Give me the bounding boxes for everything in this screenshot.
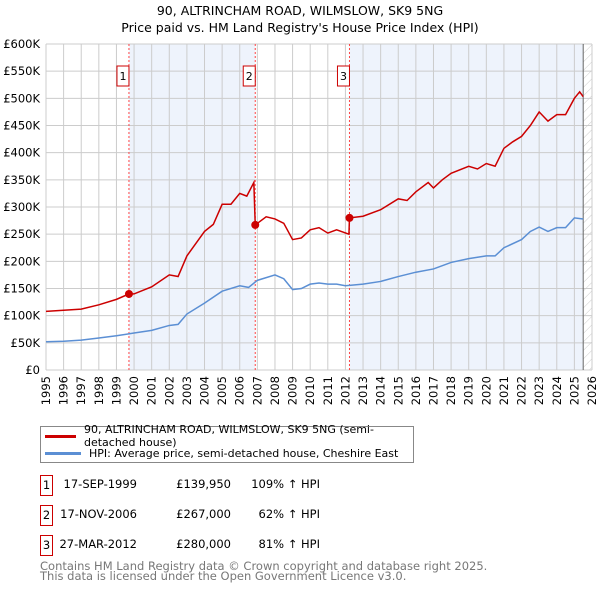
legend-item-hpi: HPI: Average price, semi-detached house,… — [45, 445, 398, 461]
sale-price: £267,000 — [176, 507, 231, 521]
y-tick-label: £350K — [3, 173, 40, 187]
sale-number: 3 — [40, 535, 53, 556]
sale-number: 1 — [40, 475, 53, 496]
x-tick-label: 2013 — [356, 376, 370, 405]
legend-swatch-blue — [45, 451, 81, 455]
chart-title: 90, ALTRINCHAM ROAD, WILMSLOW, SK9 5NG — [156, 3, 444, 18]
sale-date: 17-SEP-1999 — [63, 477, 137, 491]
sale-hpi-change: 81% ↑ HPI — [258, 537, 320, 551]
x-tick-label: 2016 — [409, 376, 423, 405]
x-tick-label: 2009 — [286, 376, 300, 405]
sale-number: 2 — [40, 505, 53, 526]
y-tick-label: £500K — [3, 91, 40, 105]
sale-price: £280,000 — [176, 537, 231, 551]
y-tick-label: £150K — [3, 282, 40, 296]
x-tick-label: 2014 — [374, 376, 388, 405]
sale-hpi-change: 109% ↑ HPI — [251, 477, 320, 491]
x-tick-label: 1998 — [92, 376, 106, 405]
x-tick-label: 2020 — [479, 376, 493, 405]
legend: 90, ALTRINCHAM ROAD, WILMSLOW, SK9 5NG (… — [40, 423, 414, 463]
x-tick-label: 2017 — [426, 376, 440, 405]
x-tick-label: 2007 — [250, 376, 264, 405]
x-tick-label: 2011 — [321, 376, 335, 405]
legend-label: 90, ALTRINCHAM ROAD, WILMSLOW, SK9 5NG (… — [83, 423, 374, 449]
x-tick-label: 2010 — [303, 376, 317, 405]
x-tick-label: 1999 — [109, 376, 123, 405]
hpi-line — [45, 217, 584, 343]
x-tick-label: 2006 — [233, 376, 247, 405]
x-tick-label: 2002 — [162, 376, 176, 405]
x-tick-label: 2025 — [567, 376, 581, 405]
sale-marker-number: 1 — [119, 70, 126, 83]
sale-point — [251, 220, 260, 229]
x-tick-label: 2015 — [391, 376, 405, 405]
x-tick-label: 1997 — [74, 376, 88, 405]
x-tick-label: 2024 — [550, 376, 564, 405]
x-tick-label: 1995 — [39, 376, 53, 405]
legend-swatch-red — [45, 434, 76, 438]
y-tick-label: £200K — [3, 254, 40, 268]
sale-price: £139,950 — [176, 477, 231, 491]
sale-marker-box — [336, 65, 350, 87]
x-tick-label: 1996 — [57, 376, 71, 405]
x-tick-label: 2001 — [145, 376, 159, 405]
x-tick-label: 2003 — [180, 376, 194, 405]
price-chart: 1995 1996 1997 1998 1999 2000 2001 2002 2003 2004… — [3, 37, 599, 405]
x-tick-label: 2018 — [444, 376, 458, 405]
x-tick-label: 2005 — [215, 376, 229, 405]
property-price-line — [45, 90, 584, 313]
y-tick-label: £100K — [3, 309, 40, 323]
x-tick-label: 2012 — [338, 376, 352, 405]
sale-marker-number: 3 — [340, 70, 347, 83]
y-tick-label: £50K — [11, 336, 41, 350]
x-tick-label: 2019 — [462, 376, 476, 405]
y-tick-label: £600K — [3, 37, 40, 51]
y-tick-label: £0 — [25, 363, 40, 377]
footer: Contains HM Land Registry data © Crown c… — [40, 559, 488, 583]
legend-item-property: 90, ALTRINCHAM ROAD, WILMSLOW, SK9 5NG (… — [45, 423, 413, 449]
sale-marker-number: 2 — [246, 70, 253, 83]
x-tick-label: 2008 — [268, 376, 282, 405]
y-tick-label: £300K — [3, 200, 40, 214]
sale-date: 27-MAR-2012 — [59, 537, 137, 551]
chart-subtitle: Price paid vs. HM Land Registry's House … — [121, 20, 479, 35]
sale-hpi-change: 62% ↑ HPI — [258, 507, 320, 521]
footer-line: Contains HM Land Registry data © Crown c… — [40, 559, 488, 573]
x-tick-label: 2026 — [585, 376, 599, 405]
sale-point — [345, 213, 354, 222]
x-tick-label: 2004 — [198, 376, 212, 405]
y-tick-label: £550K — [3, 64, 40, 78]
x-tick-label: 2022 — [515, 376, 529, 405]
footer-line: This data is licensed under the Open Gov… — [40, 569, 407, 583]
sale-marker-box — [116, 65, 130, 87]
x-tick-label: 2000 — [127, 376, 141, 405]
sale-point — [124, 289, 133, 298]
legend-label: HPI: Average price, semi-detached house,… — [89, 446, 399, 460]
y-tick-label: £450K — [3, 119, 40, 133]
x-tick-label: 2023 — [532, 376, 546, 405]
x-tick-label: 2021 — [497, 376, 511, 405]
sale-marker-box — [242, 65, 256, 87]
sale-date: 17-NOV-2006 — [60, 507, 137, 521]
y-tick-label: £400K — [3, 146, 40, 160]
y-tick-label: £250K — [3, 227, 40, 241]
